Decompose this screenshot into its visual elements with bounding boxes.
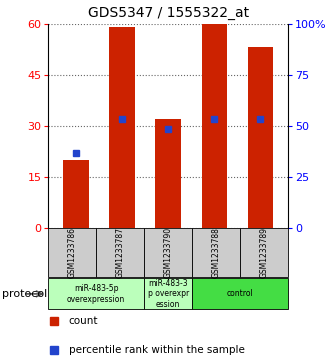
Text: GSM1233787: GSM1233787 (116, 227, 125, 278)
Bar (201, 24, 227, 228)
Bar (63, 160, 89, 228)
Text: protocol: protocol (2, 289, 47, 299)
Bar (248, 48, 273, 228)
Text: GSM1233789: GSM1233789 (259, 227, 269, 278)
Bar (144, 278, 192, 309)
Text: percentile rank within the sample: percentile rank within the sample (69, 345, 244, 355)
Text: count: count (69, 316, 98, 326)
Title: GDS5347 / 1555322_at: GDS5347 / 1555322_at (88, 6, 249, 20)
Bar (240, 228, 288, 277)
Text: GSM1233788: GSM1233788 (211, 227, 221, 278)
Text: control: control (227, 289, 253, 298)
Bar (144, 228, 192, 277)
Bar (109, 27, 135, 228)
Bar (156, 119, 181, 228)
Bar (48, 228, 96, 277)
Bar (192, 278, 288, 309)
Text: miR-483-5p
overexpression: miR-483-5p overexpression (67, 284, 125, 303)
Text: GSM1233790: GSM1233790 (164, 227, 173, 278)
Text: miR-483-3
p overexpr
ession: miR-483-3 p overexpr ession (148, 279, 189, 309)
Bar (48, 278, 144, 309)
Bar (96, 228, 144, 277)
Bar (192, 228, 240, 277)
Text: GSM1233786: GSM1233786 (68, 227, 77, 278)
